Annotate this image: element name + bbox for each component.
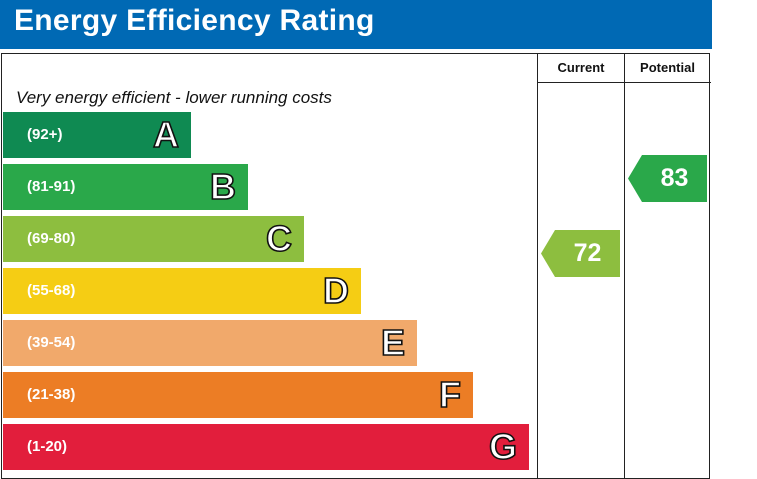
band-letter: G — [488, 425, 518, 468]
band-range-label: (55-68) — [27, 282, 76, 299]
current-rating-marker-arrow — [541, 230, 620, 277]
band-letter: D — [322, 269, 350, 312]
potential-column-label: Potential — [640, 60, 695, 75]
band-range-label: (81-91) — [27, 178, 76, 195]
potential-rating-marker-value: 83 — [660, 164, 689, 192]
potential-column-divider — [624, 53, 625, 479]
band-range-label: (1-20) — [27, 438, 68, 455]
current-column-label: Current — [557, 60, 605, 75]
chart-title: Energy Efficiency Rating — [14, 4, 375, 37]
band-range-label: (39-54) — [27, 334, 76, 351]
band-c: (69-80) C — [3, 216, 304, 262]
current-rating-marker-shape — [541, 230, 620, 277]
band-range-label: (92+) — [27, 126, 63, 143]
band-g: (1-20) G — [3, 424, 529, 470]
potential-rating-marker: 83 — [628, 155, 707, 202]
band-letter: F — [438, 373, 462, 416]
band-letter: C — [265, 217, 293, 260]
column-header-divider — [537, 82, 711, 83]
potential-rating-marker-arrow — [628, 155, 707, 202]
band-f: (21-38) F — [3, 372, 473, 418]
band-range-label: (21-38) — [27, 386, 76, 403]
band-e: (39-54) E — [3, 320, 417, 366]
band-b: (81-91) B — [3, 164, 248, 210]
band-a: (92+) A — [3, 112, 191, 158]
top-note: Very energy efficient - lower running co… — [16, 88, 332, 107]
band-letter: E — [380, 321, 406, 364]
band-d: (55-68) D — [3, 268, 361, 314]
band-letter: A — [152, 113, 180, 156]
current-rating-marker-value: 72 — [573, 239, 602, 267]
current-column-divider — [537, 53, 538, 479]
band-letter: B — [209, 165, 237, 208]
potential-rating-marker-shape — [628, 155, 707, 202]
band-range-label: (69-80) — [27, 230, 76, 247]
title-bar: Energy Efficiency Rating — [0, 0, 712, 49]
current-rating-marker: 72 — [541, 230, 620, 277]
